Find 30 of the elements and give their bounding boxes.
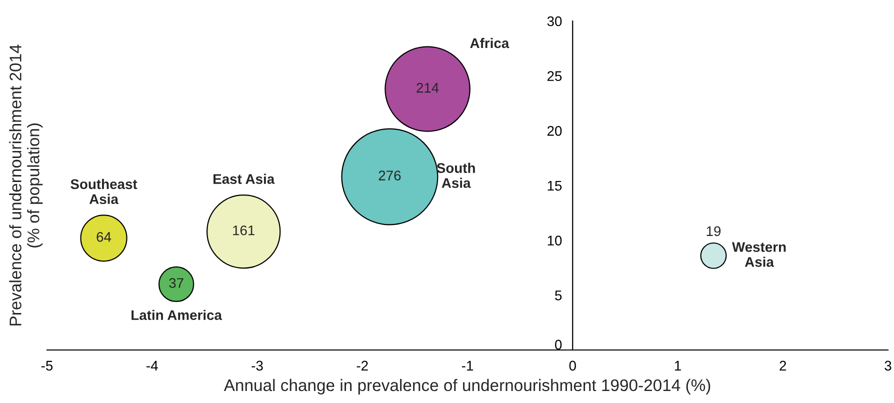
annotation: East Asia [214, 174, 275, 184]
annotation: Western Asia [732, 242, 786, 267]
x-tick-label: -4 [146, 360, 158, 370]
y-tick-label: 0 [555, 340, 562, 350]
y-tick-label: 25 [547, 71, 562, 82]
annotation: 214 [416, 82, 439, 93]
x-tick-label: 3 [884, 360, 892, 371]
x-tick-label: -3 [252, 360, 263, 371]
y-tick-label: 10 [548, 236, 562, 246]
annotation: 64 [96, 232, 112, 242]
y-tick-label: 15 [548, 180, 562, 191]
y-tick-label: 5 [555, 290, 562, 300]
annotation: 276 [378, 170, 401, 180]
annotation: Africa [470, 38, 510, 48]
y-axis-title: Prevalence of undernourishment 2014 (% of population) [9, 44, 43, 326]
annotation: 37 [169, 278, 184, 288]
y-tick-label: 30 [547, 16, 562, 26]
annotation: Latin America [132, 310, 222, 320]
x-tick-label: -1 [462, 360, 473, 370]
x-tick-label: 2 [780, 360, 786, 370]
x-tick-label: 0 [569, 360, 576, 371]
x-tick-label: -5 [41, 360, 53, 371]
annotation: South Asia [436, 162, 475, 188]
x-tick-label: 1 [674, 360, 681, 370]
y-tick-label: 20 [547, 126, 562, 136]
annotation: 19 [706, 226, 721, 236]
annotation: 161 [233, 225, 254, 236]
x-tick-label: -2 [356, 360, 368, 370]
x-axis-title: Annual change in prevalence of undernourishment 1990-2014 (%) [224, 378, 710, 394]
annotation: Southeast Asia [70, 178, 138, 204]
